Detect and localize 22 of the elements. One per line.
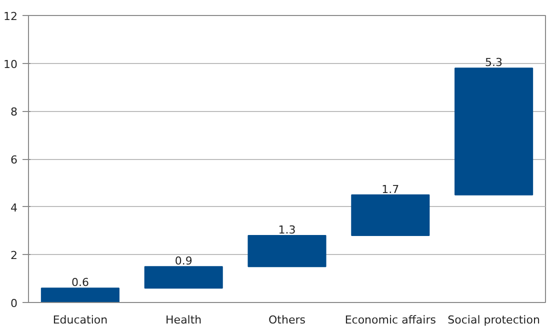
bar: [144, 266, 223, 289]
y-tick-label: 0: [10, 297, 18, 310]
x-tick-label: Economic affairs: [344, 314, 436, 326]
y-tick-label: 8: [10, 106, 18, 119]
data-label: 0.9: [174, 254, 192, 268]
y-tick-label: 4: [10, 201, 18, 214]
x-tick-label: Education: [52, 314, 108, 326]
x-tick-label: Others: [268, 314, 306, 326]
data-label: 1.7: [382, 182, 400, 196]
data-label: 5.3: [485, 56, 503, 70]
y-tick-label: 2: [10, 249, 18, 262]
bar: [248, 235, 326, 268]
y-tick-label: 6: [10, 154, 18, 166]
y-tick-label: 10: [4, 58, 18, 71]
x-tick-label: Social protection: [448, 314, 540, 326]
bar: [351, 194, 430, 236]
bar: [454, 68, 534, 196]
x-tick-label: Health: [166, 314, 202, 326]
data-label: 1.3: [278, 224, 296, 237]
data-label: 0.6: [71, 276, 89, 290]
y-tick-label: 12: [4, 10, 18, 23]
bar: [40, 288, 120, 302]
